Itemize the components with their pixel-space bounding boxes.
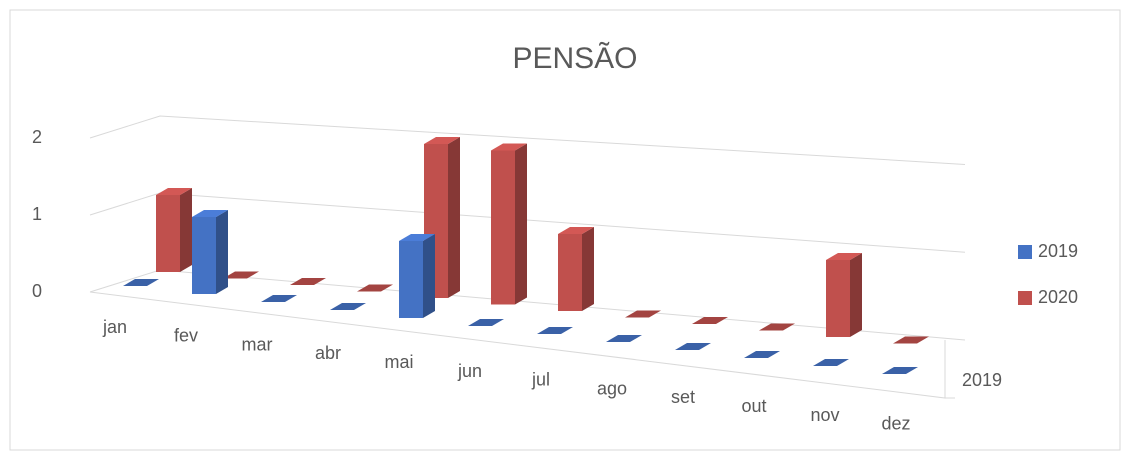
bar-face <box>330 303 366 310</box>
legend-label: 2020 <box>1038 287 1078 307</box>
bar <box>558 227 594 311</box>
bar <box>813 359 849 366</box>
bar-face <box>180 188 192 272</box>
bar <box>625 310 661 318</box>
bar-face <box>850 253 862 337</box>
bar-face <box>759 323 795 331</box>
x-tick-label: fev <box>174 326 198 346</box>
y-tick-label: 0 <box>32 281 42 301</box>
bar-face <box>606 335 642 342</box>
bar <box>123 279 159 286</box>
bar-face <box>893 336 929 344</box>
bar-face <box>468 319 504 326</box>
x-tick-label: abr <box>315 343 341 363</box>
x-tick-label: mar <box>242 334 273 354</box>
bar-face <box>675 343 711 350</box>
x-tick-label: mai <box>384 352 413 372</box>
bar <box>675 343 711 350</box>
bar <box>826 253 862 337</box>
bar <box>357 284 393 292</box>
bar <box>156 188 192 272</box>
x-tick-label: dez <box>881 414 910 434</box>
bar-face <box>290 278 326 285</box>
x-tick-label: out <box>741 396 766 416</box>
chart-title: PENSÃO <box>512 41 637 75</box>
bar-face <box>882 367 918 374</box>
bar-face <box>399 241 423 318</box>
bar-face <box>223 271 259 279</box>
bar-face <box>448 137 460 298</box>
bar-face <box>156 188 192 195</box>
x-tick-label: set <box>671 387 695 407</box>
bar <box>468 319 504 326</box>
bar-face <box>192 210 228 217</box>
bar <box>330 303 366 310</box>
bar-face <box>491 150 515 305</box>
bar <box>399 234 435 318</box>
bar <box>290 278 326 285</box>
legend-label: 2019 <box>1038 241 1078 261</box>
bar-face <box>625 310 661 318</box>
bar-face <box>216 210 228 294</box>
bar-face <box>424 137 460 144</box>
bar <box>759 323 795 331</box>
bar-face <box>423 234 435 318</box>
bar-face <box>491 143 527 151</box>
bar-face <box>558 227 594 234</box>
bar <box>537 327 573 334</box>
grid-line <box>89 115 966 165</box>
bar-face <box>826 260 850 337</box>
y-tick-label: 1 <box>32 204 42 224</box>
bar <box>606 335 642 342</box>
bar <box>261 295 297 302</box>
bar-face <box>261 295 297 302</box>
bar <box>192 210 228 294</box>
bar-face <box>156 195 180 272</box>
bar-face <box>692 317 728 324</box>
bar-face <box>537 327 573 334</box>
x-tick-label: jan <box>102 317 127 337</box>
bar <box>692 317 728 324</box>
bar-face <box>582 227 594 311</box>
series-axis-label: 2019 <box>962 370 1002 390</box>
y-tick-label: 2 <box>32 127 42 147</box>
bar-face <box>744 351 780 358</box>
bar-face <box>357 284 393 292</box>
x-tick-label: ago <box>597 378 627 398</box>
x-tick-label: nov <box>810 405 839 425</box>
x-tick-label: jun <box>457 361 482 381</box>
bar-face <box>123 279 159 286</box>
bar-face <box>192 217 216 294</box>
x-tick-label: jul <box>531 370 550 390</box>
legend-swatch <box>1018 291 1032 305</box>
bar-face <box>515 143 527 305</box>
bar <box>223 271 259 279</box>
bar-face <box>813 359 849 366</box>
bar <box>882 367 918 374</box>
bar-face <box>826 253 862 260</box>
bar-face <box>399 234 435 241</box>
legend-swatch <box>1018 245 1032 259</box>
bar-face <box>558 234 582 311</box>
bar <box>893 336 929 344</box>
bar <box>744 351 780 358</box>
bar <box>491 143 527 305</box>
